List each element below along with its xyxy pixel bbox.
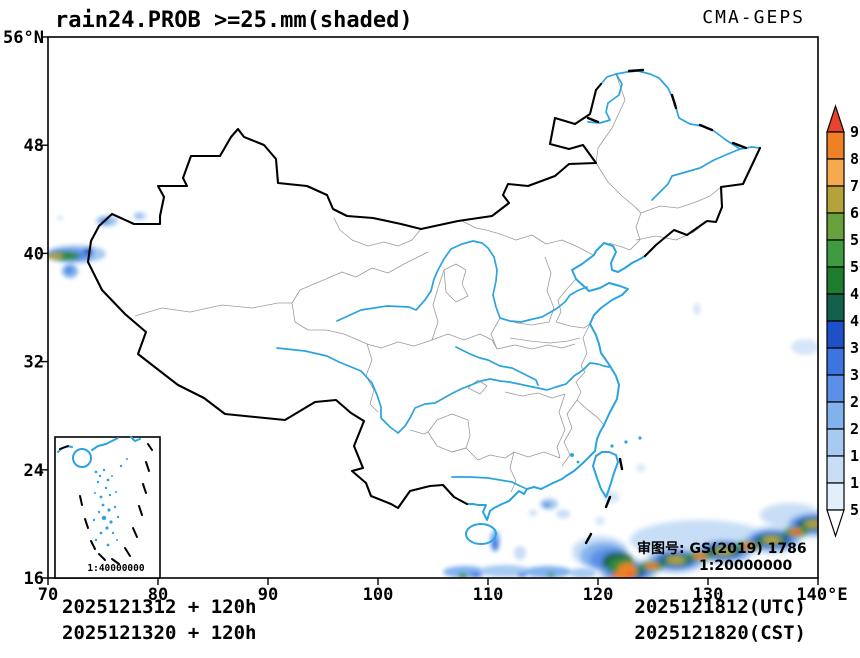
colorbar-label: 90 [850, 123, 860, 141]
x-tick-label: 130 [693, 585, 724, 605]
colorbar-label: 70 [850, 177, 860, 195]
colorbar-label: 35 [850, 339, 860, 357]
init-time-utc: 2025121312 + 120h [62, 596, 256, 618]
page-title: rain24.PROB >=25.mm(shaded) [55, 8, 413, 33]
colorbar-segment [826, 293, 845, 322]
china-coastline [466, 242, 646, 521]
colorbar-segment [826, 266, 845, 295]
y-tick-label: 32 [24, 353, 44, 373]
y-axis: 56°N 48 40 32 24 16 [3, 28, 48, 589]
colorbar-segment [826, 158, 845, 187]
colorbar-segment [826, 482, 845, 511]
nine-dash-segment [604, 495, 612, 509]
argun-branch [587, 73, 623, 124]
nine-dash-segment [584, 532, 593, 545]
colorbar-segment [826, 239, 845, 268]
inset-islands [92, 458, 128, 547]
colorbar-label: 60 [850, 204, 860, 222]
colorbar-segment [826, 374, 845, 403]
y-tick-label: 16 [24, 569, 44, 589]
x-tick-label: 70 [38, 585, 58, 605]
colorbar-segment [826, 428, 845, 457]
colorbar-label: 20 [850, 420, 860, 438]
nine-dash-segment [618, 457, 624, 471]
colorbar-label: 45 [850, 285, 860, 303]
colorbar-segment [826, 212, 845, 241]
x-tick-label: 90 [258, 585, 278, 605]
x-tick-label: 120 [583, 585, 614, 605]
colorbar-label: 50 [850, 258, 860, 276]
colorbar-over-arrow [826, 104, 845, 133]
colorbar-segment [826, 131, 845, 160]
colorbar-label: 80 [850, 150, 860, 168]
colorbar-segment [826, 455, 845, 484]
han-river [455, 346, 539, 386]
map-approval-number: 审图号: GS(2019) 1786 [637, 540, 807, 557]
colorbar-segment [826, 185, 845, 214]
init-time-cst: 2025121320 + 120h [62, 622, 256, 644]
pearl-river [451, 476, 528, 490]
colorbar-label: 55 [850, 231, 860, 249]
y-tick-label: 56°N [3, 28, 44, 48]
probability-shading [48, 211, 818, 578]
colorbar-label: 5 [850, 501, 859, 519]
y-tick-label: 40 [24, 244, 44, 264]
songhua-river [651, 148, 741, 201]
colorbar-segment [826, 401, 845, 430]
valid-time-utc: 2025121812(UTC) [634, 596, 806, 618]
x-tick-label: 110 [473, 585, 504, 605]
colorbar-label: 25 [850, 393, 860, 411]
x-tick-label: 80 [148, 585, 168, 605]
main-map-scale: 1:20000000 [699, 558, 793, 574]
national-border [86, 68, 762, 545]
plot-frame [47, 36, 819, 579]
inset-map: 1:40000000 [54, 436, 161, 579]
rivers-and-coastline [276, 70, 761, 545]
valid-time-cst: 2025121820(CST) [634, 622, 806, 644]
amur-river [600, 70, 761, 150]
colorbar: 90 80 70 60 55 50 45 40 35 30 25 20 15 10 5 [826, 104, 860, 538]
inset-nine-dash-line [59, 443, 153, 565]
colorbar-label: 15 [850, 447, 860, 465]
model-label: CMA-GEPS [702, 7, 805, 28]
x-tick-label: 140°E [796, 585, 847, 605]
colorbar-segment [826, 347, 845, 376]
y-tick-label: 48 [24, 136, 44, 156]
inset-scale-label: 1:40000000 [87, 563, 144, 574]
yellow-river [336, 240, 588, 323]
y-tick-label: 24 [24, 461, 44, 481]
colorbar-label: 30 [850, 366, 860, 384]
yangtze-river [276, 347, 610, 434]
colorbar-under-arrow [826, 509, 845, 538]
colorbar-label: 10 [850, 474, 860, 492]
colorbar-label: 40 [850, 312, 860, 330]
x-tick-label: 100 [363, 585, 394, 605]
x-axis: 70 80 90 100 110 120 130 140°E [38, 578, 848, 605]
taiwan-island [592, 451, 619, 498]
colorbar-segment [826, 320, 845, 349]
province-borders [134, 73, 722, 493]
hainan-island [465, 523, 497, 545]
